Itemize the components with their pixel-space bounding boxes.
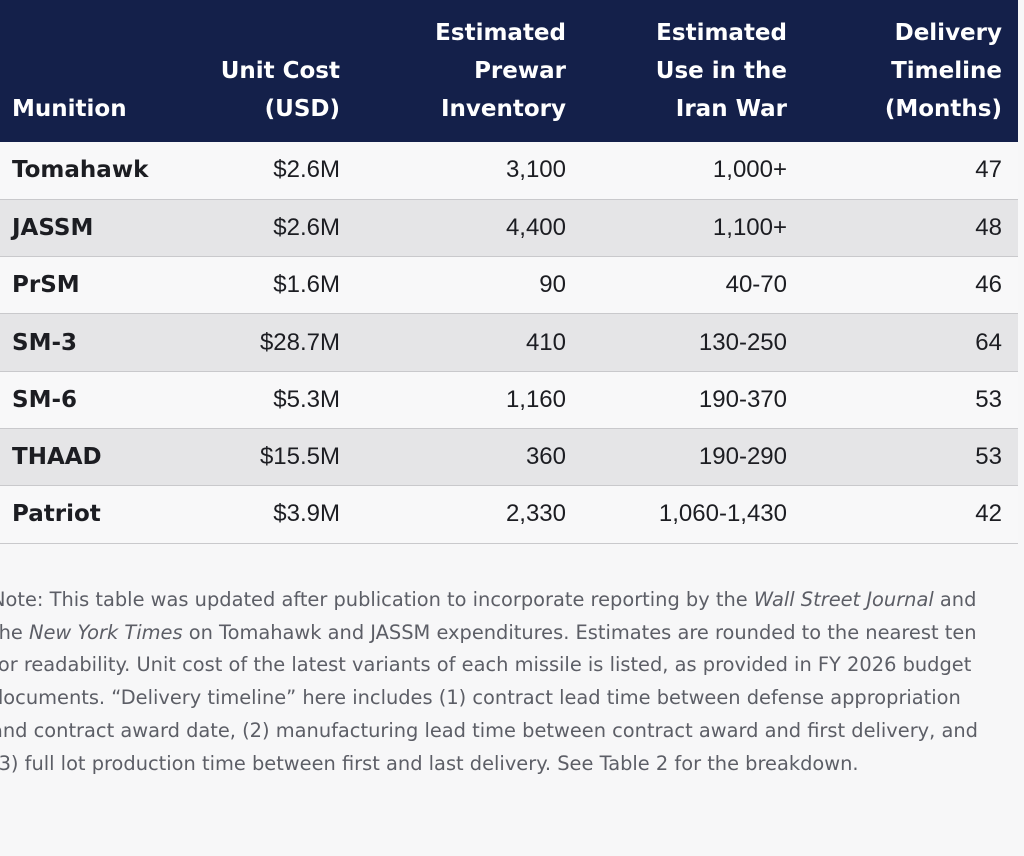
table-row: SM-3 $28.7M 410 130-250 64 bbox=[0, 313, 1018, 372]
table-row: Patriot $3.9M 2,330 1,060-1,430 42 bbox=[0, 485, 1018, 544]
cell-estimated-use: 190-290 bbox=[698, 443, 787, 471]
cell-munition: Tomahawk bbox=[12, 157, 149, 184]
cell-delivery-timeline: 47 bbox=[975, 156, 1002, 184]
cell-prewar-inventory: 90 bbox=[539, 271, 566, 299]
note-text: on Tomahawk and JASSM expenditures. Esti… bbox=[0, 620, 978, 775]
munitions-table-container: Munition Unit Cost (USD) Estimated Prewa… bbox=[0, 0, 1018, 544]
table-row: Tomahawk $2.6M 3,100 1,000+ 47 bbox=[0, 142, 1018, 200]
cell-munition: SM-6 bbox=[12, 386, 78, 413]
cell-unit-cost: $15.5M bbox=[259, 443, 340, 471]
cell-unit-cost: $2.6M bbox=[273, 156, 340, 184]
cell-delivery-timeline: 64 bbox=[975, 328, 1002, 356]
cell-delivery-timeline: 46 bbox=[975, 271, 1002, 299]
cell-prewar-inventory: 2,330 bbox=[505, 500, 566, 528]
cell-delivery-timeline: 42 bbox=[975, 500, 1002, 528]
cell-estimated-use: 1,100+ bbox=[712, 213, 787, 241]
table-header: Munition Unit Cost (USD) Estimated Prewa… bbox=[0, 0, 1018, 142]
cell-prewar-inventory: 4,400 bbox=[505, 213, 566, 241]
cell-prewar-inventory: 1,160 bbox=[505, 385, 566, 413]
cell-prewar-inventory: 360 bbox=[525, 443, 566, 471]
header-estimated-use: Estimated Use in the Iran War bbox=[655, 20, 787, 122]
cell-estimated-use: 40-70 bbox=[725, 271, 787, 299]
cell-prewar-inventory: 3,100 bbox=[505, 156, 566, 184]
cell-delivery-timeline: 53 bbox=[975, 443, 1002, 471]
note-text: and the bbox=[0, 588, 977, 644]
note-publication-wsj: Wall Street Journal bbox=[753, 588, 934, 611]
table-row: JASSM $2.6M 4,400 1,100+ 48 bbox=[0, 199, 1018, 257]
cell-munition: PrSM bbox=[12, 272, 80, 299]
cell-delivery-timeline: 53 bbox=[975, 385, 1002, 413]
cell-unit-cost: $5.3M bbox=[273, 385, 340, 413]
cell-prewar-inventory: 410 bbox=[525, 328, 566, 356]
cell-munition: Patriot bbox=[12, 501, 101, 528]
cell-unit-cost: $2.6M bbox=[273, 213, 340, 241]
cell-munition: THAAD bbox=[12, 444, 102, 471]
cell-unit-cost: $28.7M bbox=[259, 328, 340, 356]
header-row: Munition Unit Cost (USD) Estimated Prewa… bbox=[0, 0, 1018, 142]
cell-estimated-use: 1,060-1,430 bbox=[658, 500, 787, 528]
cell-delivery-timeline: 48 bbox=[975, 213, 1002, 241]
table-row: PrSM $1.6M 90 40-70 46 bbox=[0, 256, 1018, 314]
munitions-table: Munition Unit Cost (USD) Estimated Prewa… bbox=[0, 0, 1018, 544]
header-munition: Munition bbox=[12, 96, 127, 122]
cell-estimated-use: 130-250 bbox=[698, 328, 787, 356]
table-body: Tomahawk $2.6M 3,100 1,000+ 47 JASSM $2.… bbox=[0, 142, 1018, 544]
table-note: Note: This table was updated after publi… bbox=[0, 584, 1001, 780]
note-text: Note: This table was updated after publi… bbox=[0, 588, 754, 611]
note-publication-nyt: New York Times bbox=[29, 620, 183, 644]
cell-unit-cost: $3.9M bbox=[273, 500, 340, 528]
cell-estimated-use: 190-370 bbox=[698, 385, 787, 413]
table-row: SM-6 $5.3M 1,160 190-370 53 bbox=[0, 371, 1018, 429]
cell-munition: SM-3 bbox=[12, 329, 78, 356]
cell-munition: JASSM bbox=[12, 214, 94, 241]
cell-unit-cost: $1.6M bbox=[273, 271, 340, 299]
header-unit-cost: Unit Cost (USD) bbox=[220, 58, 340, 122]
header-prewar-inventory: Estimated Prewar Inventory bbox=[435, 20, 566, 122]
table-row: THAAD $15.5M 360 190-290 53 bbox=[0, 428, 1018, 486]
header-delivery-timeline: Delivery Timeline (Months) bbox=[884, 20, 1002, 122]
cell-estimated-use: 1,000+ bbox=[712, 156, 787, 184]
